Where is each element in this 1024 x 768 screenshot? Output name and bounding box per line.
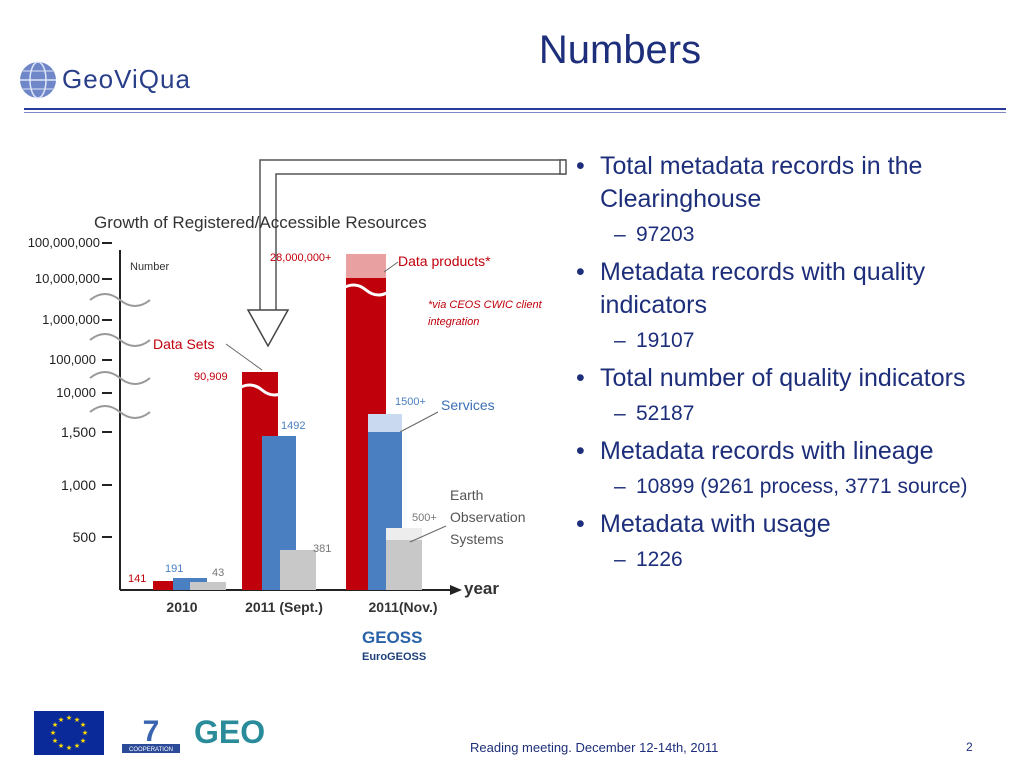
y-tick-label: 1,500 [61, 424, 96, 440]
svg-text:★: ★ [52, 721, 58, 729]
svg-text:★: ★ [74, 742, 80, 750]
bullet-item: Total metadata records in the Clearingho… [574, 150, 994, 216]
sub-bullet-item: 1226 [574, 545, 994, 575]
sub-bullet-item: 97203 [574, 220, 994, 250]
bar-value-label: 141 [128, 573, 146, 585]
bar-value-label: 43 [212, 567, 224, 579]
x-axis-label: year [464, 579, 499, 598]
bar-value-label: 1500+ [395, 396, 426, 408]
bar-value-label: 90,909 [194, 371, 228, 383]
bullet-item: Total number of quality indicators [574, 362, 994, 395]
callout-line [399, 411, 439, 433]
fp7-icon: 7 COOPERATION [122, 715, 180, 753]
bar-break-icon [235, 383, 289, 397]
y-tick-label: 500 [73, 529, 97, 545]
x-axis-arrow-icon [450, 585, 462, 595]
svg-text:★: ★ [66, 744, 72, 752]
connector-line-outer [259, 159, 566, 310]
bar-nov-fade [346, 254, 386, 278]
svg-text:★: ★ [50, 729, 56, 737]
header-rule [24, 108, 1006, 110]
y-tick-label: 10,000 [56, 385, 96, 400]
y-tick-label: 10,000,000 [35, 271, 100, 286]
bar-value-label: 500+ [412, 512, 437, 524]
bullet-item: Metadata with usage [574, 508, 994, 541]
svg-text:GEO: GEO [194, 714, 265, 750]
bar-sept-eos [280, 550, 316, 590]
fp7-logo: 7 COOPERATION [120, 711, 182, 755]
geoviqua-logo [16, 58, 226, 102]
bar-value-label: 381 [313, 543, 331, 555]
logo-text: GeoViQua [62, 64, 191, 94]
svg-text:★: ★ [52, 737, 58, 745]
eurogeoss-logo-text: EuroGEOSS [362, 651, 426, 663]
geo-logo: GEO [192, 712, 270, 750]
connector-end [559, 159, 567, 175]
bar-nov-services-fade [368, 414, 402, 432]
bar-2010-eos [190, 582, 226, 590]
axis-break-icon [89, 293, 151, 307]
growth-chart: Growth of Registered/Accessible Resource… [28, 159, 567, 663]
y-tick-label: 1,000 [61, 477, 96, 493]
svg-text:★: ★ [58, 716, 64, 724]
y-ticks: 100,000,000 10,000,000 1,000,000 100,000… [28, 235, 112, 545]
header-rule-thin [24, 112, 1006, 113]
callout-data-sets: Data Sets [153, 336, 214, 352]
globe-icon [20, 61, 56, 99]
sub-bullet-item: 19107 [574, 326, 994, 356]
y-axis-label: Number [130, 261, 169, 273]
slide-title: Numbers [538, 28, 702, 72]
x-category-label: 2011(Nov.) [369, 599, 438, 615]
axis-break-icon [89, 405, 151, 419]
svg-text:7: 7 [143, 715, 160, 748]
svg-text:★: ★ [82, 729, 88, 737]
svg-text:COOPERATION: COOPERATION [129, 747, 173, 753]
geoss-logo-text: GEOSS [362, 628, 422, 647]
x-category-label: 2011 (Sept.) [245, 599, 323, 615]
svg-text:★: ★ [66, 714, 72, 722]
callout-services: Services [441, 397, 495, 413]
page-number: 2 [966, 740, 973, 754]
callout-line [409, 525, 447, 543]
callout-line [383, 261, 399, 273]
bullet-list: Total metadata records in the Clearingho… [574, 150, 994, 581]
svg-text:★: ★ [80, 737, 86, 745]
y-tick-label: 1,000,000 [42, 312, 100, 327]
svg-text:★: ★ [80, 721, 86, 729]
callout-data-products: Data products* [398, 253, 491, 269]
y-tick-label: 100,000,000 [28, 235, 100, 250]
sub-bullet-item: 52187 [574, 399, 994, 429]
svg-text:★: ★ [58, 742, 64, 750]
svg-text:★: ★ [74, 716, 80, 724]
callout-line [225, 343, 263, 371]
geo-icon: GEO [194, 714, 265, 750]
eu-stars-icon: ★ ★★ ★★★ ★★★ ★★★ [50, 714, 88, 752]
connector-line-inner [275, 173, 566, 310]
footer-text: Reading meeting. December 12-14th, 2011 [470, 740, 719, 755]
callout-note: integration [428, 316, 479, 328]
eu-flag-logo: ★ ★ ★ ★ ★ ★ ★ ★ ★ ★ ★ ★ [34, 711, 104, 755]
y-tick-label: 100,000 [49, 352, 96, 367]
bullet-item: Metadata records with lineage [574, 435, 994, 468]
bar-value-label: 28,000,000+ [270, 252, 331, 264]
callout-eos: Systems [450, 531, 504, 547]
chart-title: Growth of Registered/Accessible Resource… [94, 213, 427, 232]
bullet-item: Metadata records with quality indicators [574, 256, 994, 322]
x-category-label: 2010 [166, 599, 197, 615]
sub-bullet-item: 10899 (9261 process, 3771 source) [574, 472, 994, 502]
bar-value-label: 191 [165, 563, 183, 575]
callout-eos: Earth [450, 487, 483, 503]
axis-break-marks [89, 293, 151, 419]
callout-note: *via CEOS CWIC client [428, 299, 543, 311]
bar-nov-eos-fade [386, 528, 422, 540]
bar-2010-data-sets [153, 581, 175, 590]
callout-eos: Observation [450, 509, 525, 525]
arrow-head-icon [246, 309, 290, 348]
bar-value-label: 1492 [281, 420, 305, 432]
axis-break-icon [89, 371, 151, 385]
axis-break-icon [89, 333, 151, 347]
bar-break-icon [339, 283, 393, 297]
